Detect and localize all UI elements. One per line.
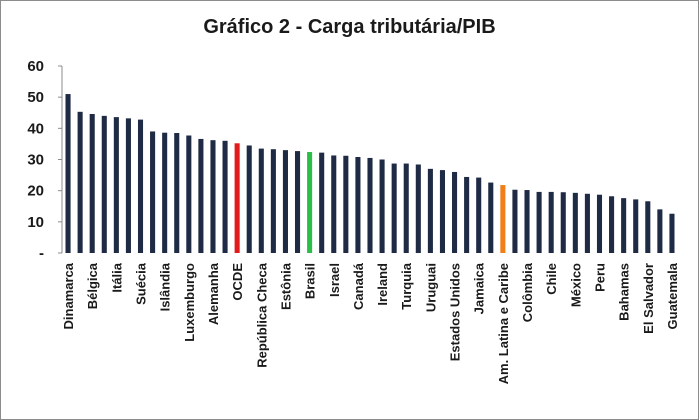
bar-ocde	[234, 143, 240, 253]
y-tick-label: 60	[27, 58, 44, 75]
bar-colômbia	[524, 190, 530, 253]
x-tick-label: Islândia	[158, 262, 173, 311]
bar-el-salvador	[645, 201, 651, 253]
x-tick-label: El Salvador	[641, 263, 656, 334]
bars-layer	[65, 94, 675, 254]
x-tick-label: Uruguai	[423, 263, 438, 312]
y-tick-label: 10	[27, 214, 44, 231]
bar-peru	[596, 194, 603, 253]
bar	[512, 189, 518, 253]
x-tick-label: Chile	[544, 263, 559, 295]
bar-uruguai	[427, 168, 433, 253]
bar	[150, 131, 156, 253]
x-tick-label: Luxemburgo	[182, 263, 197, 342]
bar	[174, 133, 180, 253]
x-tick-label: México	[568, 263, 583, 307]
bar	[343, 155, 349, 253]
x-tick-label: Guatemala	[665, 262, 680, 329]
bar-luxemburgo	[186, 135, 192, 253]
bar-guatemala	[669, 213, 675, 253]
bar	[294, 151, 301, 253]
bar	[657, 209, 663, 253]
x-tick-label: Jamaica	[472, 262, 487, 314]
bar-jamaica	[476, 177, 482, 253]
x-tick-label: Itália	[109, 262, 124, 292]
bar-alemanha	[210, 140, 216, 253]
x-tick-label: Peru	[592, 263, 607, 292]
y-tick-label: 50	[27, 89, 44, 106]
bar	[415, 164, 421, 253]
bar	[391, 163, 397, 253]
bar	[125, 118, 131, 253]
x-tick-label: Alemanha	[206, 262, 221, 325]
bar-bahamas	[621, 198, 627, 253]
bar-república-checa	[258, 148, 264, 253]
bar-estônia	[282, 150, 288, 253]
bar	[633, 199, 639, 253]
x-tick-label: Colômbia	[520, 262, 535, 322]
bar-ireland	[379, 159, 385, 253]
x-tick-label: Turquia	[399, 262, 414, 309]
bar-méxico	[572, 192, 578, 253]
bar-itália	[113, 117, 119, 253]
x-tick-label: Bélgica	[85, 262, 100, 309]
bar	[198, 138, 204, 253]
x-tick-label: Brasil	[303, 263, 318, 299]
x-tick-labels: Dinamarca Bélgica Itália Suécia Islândia Luxe…	[61, 262, 680, 384]
x-tick-label: Ireland	[375, 263, 390, 306]
axes-layer	[58, 65, 63, 254]
bar	[464, 176, 470, 253]
y-tick-labels: - 10 20 30 40 50 60	[27, 58, 44, 262]
bar-dinamarca	[65, 94, 71, 253]
x-tick-label: Bahamas	[617, 263, 632, 321]
bar	[536, 191, 542, 253]
bar	[270, 149, 276, 253]
bar	[439, 170, 446, 253]
x-tick-label: Estônia	[278, 262, 293, 310]
bar-chile	[548, 191, 554, 253]
bar	[222, 140, 228, 253]
bar-brasil	[307, 152, 313, 253]
bar	[609, 196, 615, 253]
chart-title: Gráfico 2 - Carga tributária/PIB	[203, 16, 496, 38]
bar	[77, 111, 83, 253]
bar	[584, 193, 590, 253]
bar	[367, 157, 373, 253]
y-tick-label: 30	[27, 152, 44, 169]
bar	[488, 182, 494, 253]
x-tick-label: OCDE	[230, 263, 245, 301]
y-tick-label: 40	[27, 120, 44, 137]
bar-islândia	[162, 132, 168, 253]
bar-suécia	[137, 119, 144, 254]
y-tick-label: 20	[27, 183, 44, 200]
bar	[560, 192, 566, 253]
bar-am-latina-e-caribe	[500, 185, 506, 253]
bar	[246, 145, 252, 253]
bar-turquia	[403, 163, 409, 253]
bar	[319, 152, 325, 253]
x-tick-label: Israel	[327, 263, 342, 297]
x-tick-label: Canadá	[351, 262, 366, 310]
x-tick-label: Dinamarca	[61, 262, 76, 329]
y-tick-label: -	[39, 245, 44, 262]
bar-estados-unidos	[452, 171, 458, 253]
bar	[101, 115, 107, 253]
x-tick-label: Am. Latina e Caribe	[496, 263, 511, 384]
x-tick-label: República Checa	[254, 262, 269, 368]
x-tick-label: Suécia	[134, 262, 149, 305]
bar-canadá	[355, 157, 361, 253]
bar-bélgica	[89, 113, 95, 253]
x-tick-label: Estados Unidos	[448, 263, 463, 361]
bar-israel	[331, 155, 337, 253]
